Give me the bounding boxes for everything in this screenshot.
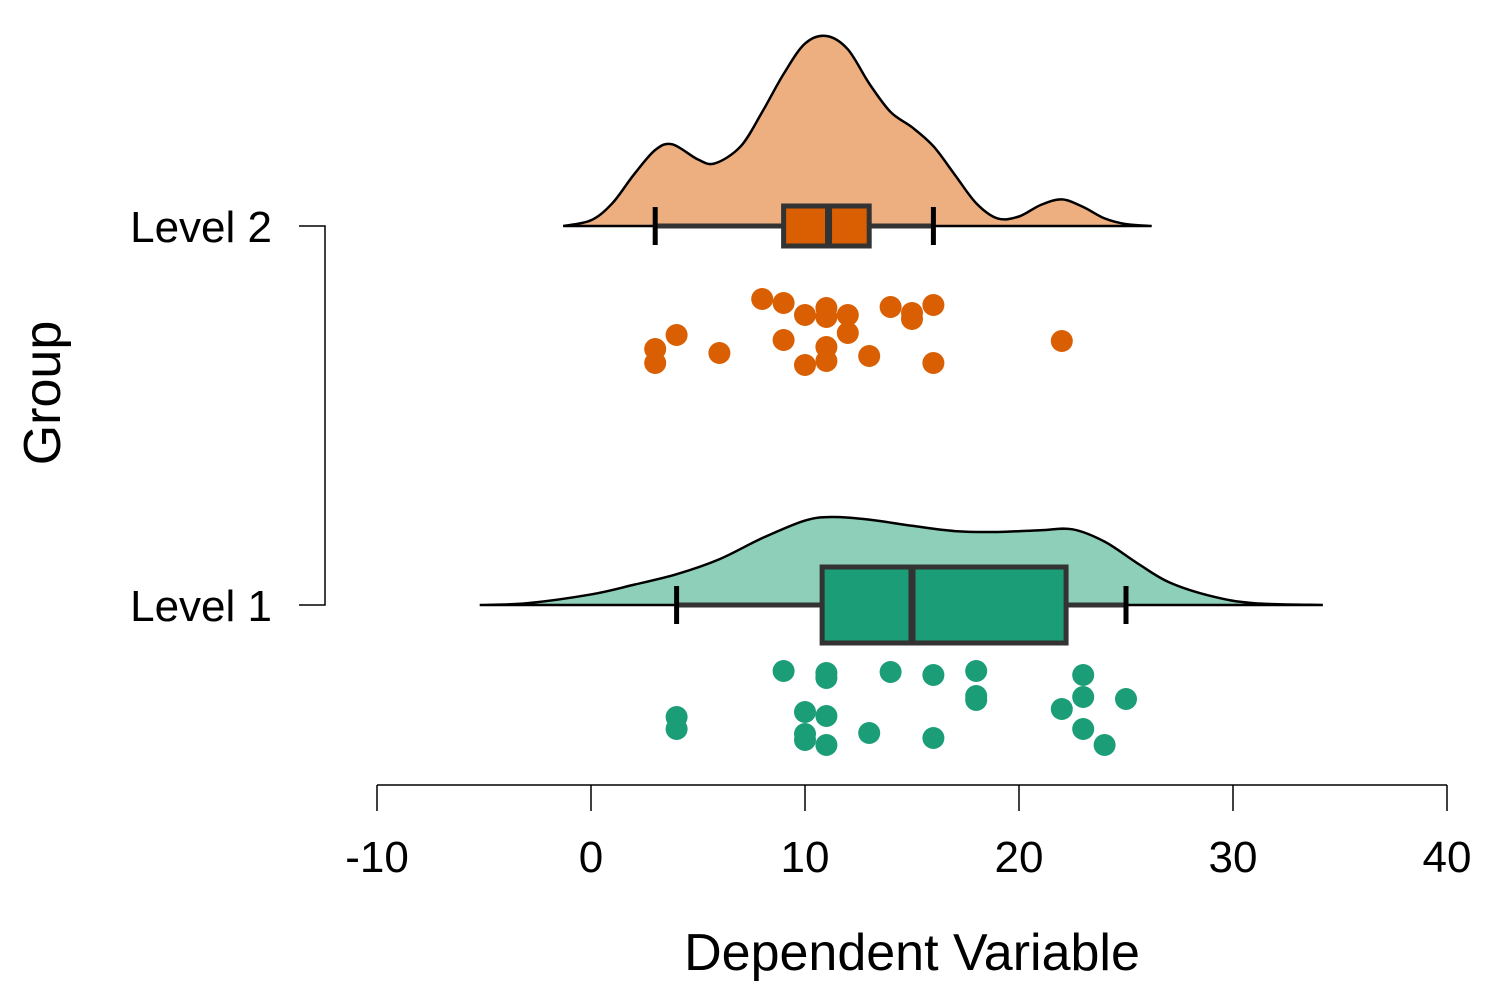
data-point-level-1: [879, 661, 902, 683]
data-point-level-2: [708, 342, 731, 364]
density-layer: [479, 34, 1323, 607]
data-point-level-2: [665, 324, 688, 346]
density-fill-level-1: [479, 516, 1323, 605]
data-point-level-2: [772, 329, 795, 351]
data-point-level-1: [665, 718, 688, 740]
data-point-level-2: [794, 354, 816, 376]
x-ticks: -10 0 10 20 30 40: [345, 785, 1471, 882]
x-axis-title: Dependent Variable: [684, 924, 1140, 982]
data-point-level-2: [858, 345, 881, 367]
data-point-level-1: [815, 667, 838, 689]
data-point-level-1: [1072, 686, 1095, 708]
data-point-level-1: [794, 729, 816, 751]
density-outline-level-2: [562, 34, 1152, 228]
data-point-level-1: [965, 689, 988, 711]
data-point-level-1: [1115, 688, 1137, 710]
y-tick-labels: Level 2 Level 1: [130, 203, 272, 631]
data-point-level-1: [858, 722, 881, 744]
box-level-1: [819, 564, 1069, 646]
x-tick-label: 0: [579, 833, 603, 882]
data-point-level-2: [815, 350, 838, 372]
density-fill-level-2: [563, 35, 1152, 226]
data-point-level-1: [1072, 718, 1095, 740]
data-point-level-1: [965, 660, 988, 682]
data-point-level-1: [772, 660, 795, 682]
data-point-level-2: [794, 304, 816, 326]
x-tick-label: 10: [781, 833, 830, 882]
density-outline-level-1: [479, 515, 1323, 607]
data-point-level-2: [922, 294, 945, 316]
x-axis: -10 0 10 20 30 40: [345, 784, 1471, 882]
data-point-level-2: [922, 352, 945, 374]
data-point-level-1: [922, 664, 945, 686]
data-point-level-1: [1093, 734, 1116, 756]
y-axis-line: [299, 225, 326, 606]
data-point-level-1: [815, 705, 838, 727]
y-tick-label-level-2: Level 2: [130, 203, 272, 252]
data-point-level-1: [922, 727, 945, 749]
data-point-level-2: [644, 352, 667, 374]
data-point-level-2: [879, 296, 902, 318]
data-point-level-1: [1072, 664, 1095, 686]
data-point-level-2: [772, 292, 795, 314]
data-point-level-2: [751, 288, 774, 310]
data-point-level-1: [815, 734, 838, 756]
points-layer: [644, 288, 1137, 756]
data-point-level-1: [1050, 698, 1073, 720]
y-tick-label-level-1: Level 1: [130, 582, 272, 631]
data-point-level-2: [836, 322, 859, 344]
boxplot-layer: [652, 203, 1129, 646]
x-tick-label: -10: [345, 833, 409, 882]
x-tick-label: 30: [1209, 833, 1258, 882]
data-point-level-1: [794, 701, 816, 723]
y-axis-title: Group: [14, 321, 72, 466]
data-point-level-2: [815, 306, 838, 328]
data-point-level-2: [836, 304, 859, 326]
x-tick-label: 20: [995, 833, 1044, 882]
x-tick-label: 40: [1423, 833, 1472, 882]
data-point-level-2: [1050, 330, 1073, 352]
y-axis: Level 2 Level 1: [130, 203, 326, 631]
data-point-level-2: [901, 308, 923, 330]
